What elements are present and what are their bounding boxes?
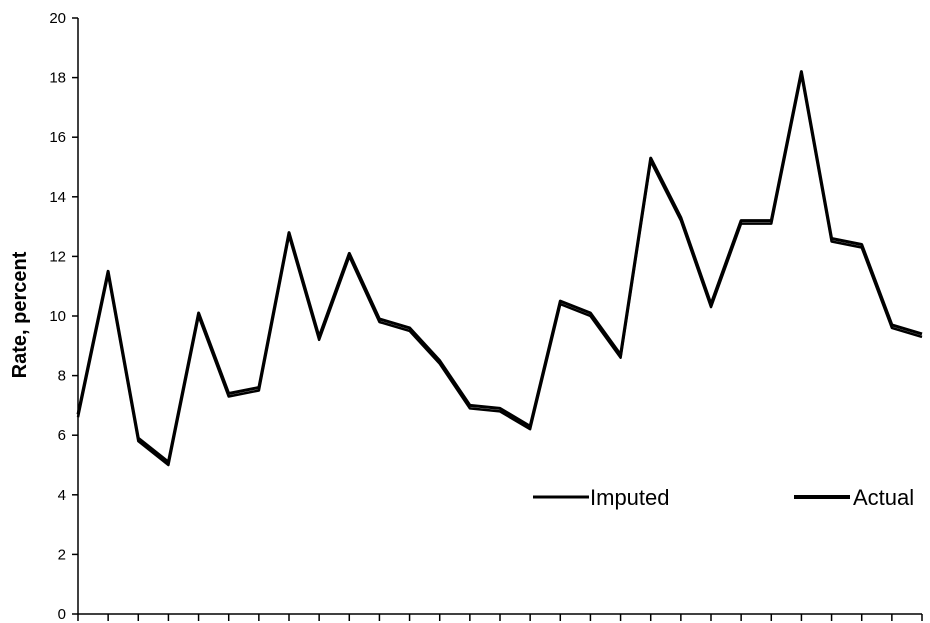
series-lines <box>76 70 923 467</box>
y-axis: 0 2 4 6 8 10 12 14 16 18 20 <box>49 10 79 623</box>
series-line-imputed <box>76 73 923 467</box>
y-tick-label: 0 <box>58 606 66 623</box>
y-tick-label: 12 <box>49 248 66 265</box>
y-tick-label: 2 <box>58 546 66 563</box>
y-tick-label: 20 <box>49 10 66 27</box>
legend-label-imputed: Imputed <box>590 485 670 510</box>
y-axis-label: Rate, percent <box>9 251 31 378</box>
y-tick-label: 6 <box>58 427 66 444</box>
series-line-actual <box>76 70 923 464</box>
y-tick-label: 8 <box>58 368 66 385</box>
y-tick-label: 16 <box>49 129 66 146</box>
y-tick-label: 18 <box>49 70 66 87</box>
y-tick-label: 10 <box>49 308 66 325</box>
y-tick-label: 14 <box>49 189 66 206</box>
y-tick-label: 4 <box>58 487 66 504</box>
legend: Imputed Actual <box>533 485 914 510</box>
legend-label-actual: Actual <box>853 485 914 510</box>
x-axis <box>77 613 923 621</box>
